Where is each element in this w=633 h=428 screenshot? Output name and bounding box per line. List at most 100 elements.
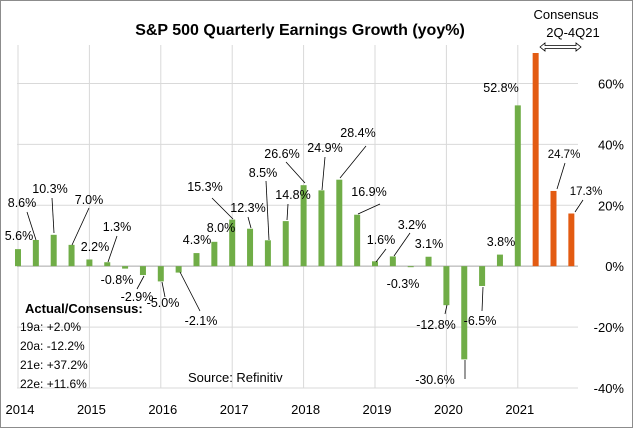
x-tick-label: 2015 — [77, 402, 106, 417]
data-label: 28.4% — [340, 126, 375, 140]
leader-line — [107, 235, 118, 263]
bar-actual — [479, 266, 486, 286]
bar-actual — [425, 256, 432, 267]
data-label: -2.9% — [121, 290, 154, 304]
bar-actual — [15, 249, 21, 267]
consensus-annotation-line1: Consensus — [533, 7, 599, 22]
leader-line — [136, 275, 145, 290]
bars — [15, 53, 575, 360]
bar-actual — [300, 185, 307, 267]
bar-actual — [139, 266, 146, 276]
leader-line — [179, 271, 201, 312]
leader-line — [285, 161, 306, 184]
leader-line — [247, 216, 252, 229]
x-axis: 2014 2015 2016 2017 2018 2019 2020 2021 — [6, 402, 535, 417]
bar-actual — [211, 241, 218, 267]
y-tick-label: 20% — [598, 198, 624, 213]
bar-actual — [514, 105, 521, 267]
data-label: 4.3% — [183, 233, 212, 247]
bar-actual — [86, 259, 93, 267]
y-tick-label: -40% — [594, 381, 625, 396]
x-tick-label: 2014 — [6, 402, 35, 417]
leader-line — [556, 162, 566, 190]
bar-consensus — [532, 53, 539, 267]
bar-consensus — [550, 190, 557, 267]
label-leader-lines — [26, 145, 584, 379]
data-label: 12.3% — [230, 201, 265, 215]
data-label: 52.8% — [483, 81, 518, 95]
data-label: 3.2% — [398, 218, 427, 232]
bar-consensus — [568, 213, 575, 267]
leader-line — [211, 197, 234, 220]
bar-actual — [157, 266, 164, 282]
data-label: -0.8% — [101, 273, 134, 287]
consensus-annotation-line2: 2Q-4Q21 — [546, 25, 599, 40]
data-label: 24.9% — [307, 141, 342, 155]
leader-line — [71, 207, 90, 246]
bar-actual — [443, 266, 450, 306]
leader-line — [51, 197, 55, 234]
x-tick-label: 2021 — [505, 402, 534, 417]
bar-actual — [229, 219, 236, 267]
bar-actual — [68, 244, 75, 267]
x-tick-label: 2017 — [220, 402, 249, 417]
leader-line — [375, 248, 387, 263]
y-axis: -40% -20% 0% 20% 40% 60% — [594, 76, 625, 396]
bar-actual — [354, 214, 361, 267]
bar-actual — [282, 221, 289, 267]
data-label: 3.1% — [415, 237, 444, 251]
bar-actual — [496, 254, 503, 267]
data-label: 1.3% — [103, 220, 132, 234]
y-tick-label: 0% — [605, 259, 624, 274]
bar-actual — [318, 190, 325, 267]
actual-consensus-row: 22e: +11.6% — [20, 377, 87, 391]
leader-line — [481, 286, 484, 312]
leader-line — [339, 145, 367, 179]
x-tick-label: 2020 — [434, 402, 463, 417]
data-label: 24.7% — [548, 149, 581, 161]
bar-actual — [407, 266, 414, 268]
bar-actual — [336, 179, 343, 267]
leader-line — [265, 180, 270, 241]
data-label: 26.6% — [264, 147, 299, 161]
y-tick-label: 40% — [598, 137, 624, 152]
data-labels: 5.6% 8.6%10.3% 7.0% 2.2% 1.3% -0.8% -2.9%-5.0%… — [5, 81, 603, 387]
leader-line — [161, 281, 166, 298]
bar-actual — [193, 253, 200, 267]
data-label: 8.0% — [207, 221, 236, 235]
data-label: 3.8% — [487, 235, 516, 249]
bar-actual — [50, 234, 57, 267]
data-label: 10.3% — [32, 182, 67, 196]
data-label: 15.3% — [187, 180, 222, 194]
leader-line — [26, 211, 37, 241]
data-label: 5.6% — [5, 229, 34, 243]
leader-line — [357, 203, 381, 215]
x-tick-label: 2019 — [363, 402, 392, 417]
source-note: Source: Refinitiv — [188, 370, 283, 385]
leader-line — [286, 203, 289, 221]
data-label: 8.5% — [249, 166, 278, 180]
leader-line — [444, 304, 448, 315]
x-tick-label: 2016 — [148, 402, 177, 417]
data-label: -30.6% — [415, 373, 455, 387]
data-label: 16.9% — [351, 185, 386, 199]
double-arrow-icon — [539, 42, 582, 52]
bar-actual — [389, 256, 396, 267]
data-label: 1.6% — [367, 233, 396, 247]
data-label: -5.0% — [147, 296, 180, 310]
bar-actual — [175, 266, 182, 273]
x-tick-label: 2018 — [291, 402, 320, 417]
actual-consensus-row: 21e: +37.2% — [20, 358, 88, 372]
data-label: 2.2% — [81, 240, 110, 254]
data-label: -6.5% — [464, 314, 497, 328]
data-label: 14.8% — [275, 188, 310, 202]
bar-actual — [247, 228, 254, 267]
actual-consensus-row: 20a: -12.2% — [20, 339, 85, 353]
y-tick-label: -20% — [594, 320, 625, 335]
bar-actual — [122, 266, 129, 269]
leader-line — [393, 232, 411, 257]
bar-actual — [104, 262, 111, 267]
leader-line — [321, 156, 326, 191]
bar-actual — [372, 261, 378, 267]
data-label: 17.3% — [570, 186, 603, 198]
